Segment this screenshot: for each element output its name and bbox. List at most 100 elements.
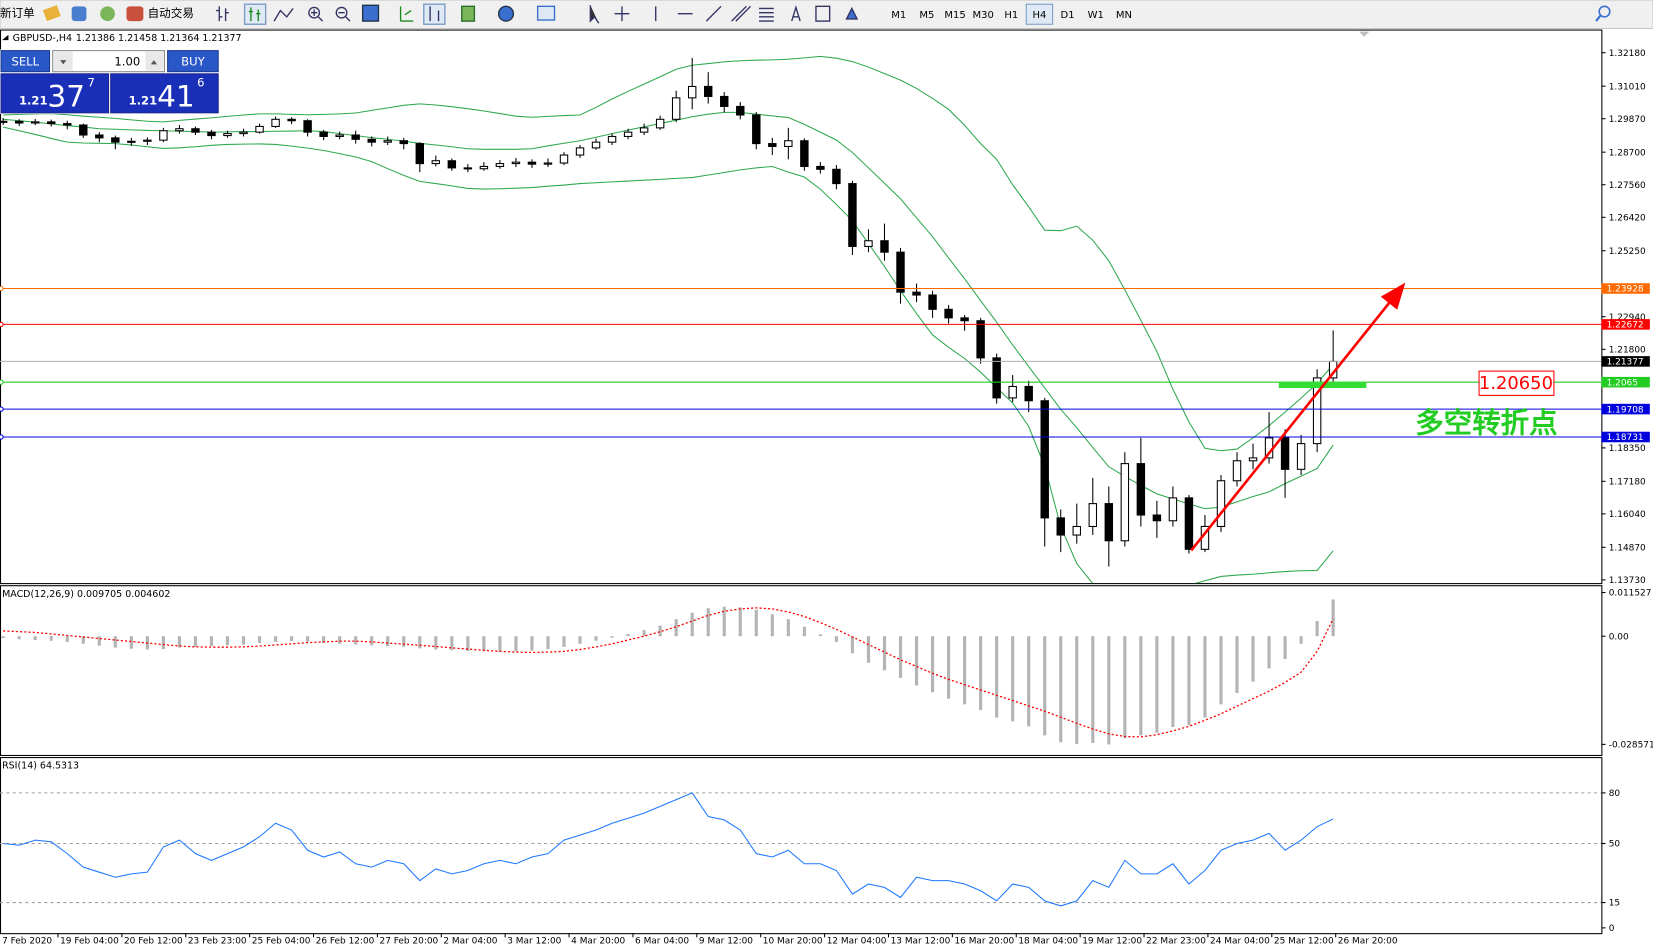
icon[interactable] — [791, 5, 801, 22]
candle-body — [1232, 460, 1242, 482]
icon[interactable] — [100, 6, 115, 22]
icon[interactable] — [497, 5, 515, 22]
level-label-bg — [1601, 403, 1650, 415]
level-label: 1.23928 — [1607, 285, 1644, 295]
macd-bar — [1331, 599, 1335, 637]
y-tick-label: 1.29870 — [1609, 115, 1646, 125]
candle-body — [768, 143, 777, 147]
macd-bar — [1155, 636, 1159, 733]
bid-pip: 7 — [87, 75, 94, 89]
macd-bar — [866, 636, 871, 663]
ask-box[interactable] — [110, 73, 219, 114]
sell-button[interactable] — [0, 50, 51, 73]
icon[interactable] — [461, 5, 476, 22]
macd-bar — [754, 609, 758, 637]
macd-bar — [882, 636, 887, 671]
icon[interactable] — [273, 8, 294, 22]
timeframe-button[interactable]: M5 — [919, 10, 934, 21]
candle-body — [111, 137, 120, 143]
timeframe-button[interactable]: MN — [1116, 10, 1132, 21]
candle-body — [1168, 497, 1178, 522]
icon[interactable] — [845, 6, 859, 20]
icon[interactable] — [216, 6, 229, 22]
icon[interactable] — [423, 3, 446, 25]
macd-bar — [354, 636, 358, 645]
timeframe-button[interactable]: W1 — [1088, 10, 1104, 21]
icon[interactable] — [589, 5, 600, 24]
candle-body — [287, 118, 296, 122]
timeframe-button[interactable]: H4 — [1033, 10, 1047, 21]
timeframe-button[interactable]: H1 — [1004, 10, 1018, 21]
candle-body — [367, 138, 376, 143]
macd-panel-frame — [0, 585, 1603, 756]
macd-bar — [770, 614, 774, 637]
icon[interactable] — [815, 5, 831, 22]
icon[interactable] — [399, 6, 414, 22]
ask-main: 41 — [157, 79, 195, 113]
bid-box[interactable] — [0, 73, 110, 114]
x-tick-label: 16 Mar 20:00 — [954, 937, 1014, 947]
candle-body — [1312, 377, 1322, 445]
new-order-button[interactable]: 新订单 — [0, 6, 35, 20]
candle-body — [79, 124, 88, 136]
macd-bar — [338, 636, 342, 644]
macd-bar — [1251, 636, 1255, 682]
timeframe-button[interactable]: M30 — [972, 10, 993, 21]
icon[interactable] — [705, 5, 722, 22]
macd-bar — [17, 636, 21, 640]
icon[interactable] — [429, 6, 440, 22]
y-tick-label: 15 — [1609, 899, 1620, 909]
timeframe-button[interactable]: M15 — [944, 10, 965, 21]
ask-pip: 6 — [197, 75, 204, 89]
icon[interactable] — [308, 6, 321, 19]
timeframe-button[interactable]: M1 — [891, 10, 906, 21]
candle-body — [1008, 385, 1017, 399]
level-anchor — [0, 321, 4, 328]
macd-bar — [1219, 636, 1223, 705]
candle-body — [559, 154, 569, 164]
macd-bar — [658, 625, 662, 637]
icon[interactable] — [310, 9, 324, 22]
icon[interactable] — [361, 4, 380, 22]
icon[interactable] — [731, 5, 752, 22]
current-price-bg — [1601, 356, 1650, 367]
icon[interactable] — [759, 7, 774, 22]
sell-label: SELL — [12, 54, 40, 68]
lot-input[interactable] — [52, 50, 165, 73]
level-label: 1.18731 — [1607, 433, 1644, 443]
macd-bar — [594, 636, 598, 641]
icon[interactable] — [126, 6, 144, 22]
candle-body — [335, 134, 344, 137]
macd-bar — [722, 606, 726, 637]
lot-value: 1.00 — [114, 54, 140, 68]
candle-body — [736, 105, 745, 116]
icon[interactable] — [248, 7, 261, 22]
icon[interactable] — [335, 6, 348, 19]
icon[interactable] — [614, 6, 630, 22]
icon[interactable] — [338, 11, 351, 22]
candle-body — [1248, 457, 1258, 462]
macd-bar — [33, 636, 37, 640]
toolbar-bg — [0, 0, 1653, 29]
macd-bar — [1011, 636, 1015, 722]
auto-trading-button[interactable]: 自动交易 — [148, 6, 194, 20]
y-tick-label: 1.18350 — [1609, 444, 1646, 454]
chart-bg — [0, 29, 1653, 950]
icon[interactable] — [71, 6, 87, 22]
icon[interactable] — [536, 5, 556, 21]
macd-bar — [241, 636, 246, 645]
candle-body — [976, 320, 985, 359]
macd-bar — [1315, 621, 1319, 637]
macd-bar — [626, 633, 630, 637]
candle-body — [63, 123, 72, 126]
trade-panel: SELL 1.00 BUY 1.21 37 7 1.21 41 6 — [0, 49, 220, 114]
timeframe-button[interactable]: D1 — [1061, 10, 1075, 21]
candle-body — [527, 161, 537, 165]
icon[interactable] — [243, 3, 267, 25]
y-tick-label: 0 — [1609, 924, 1615, 934]
icon[interactable] — [42, 5, 61, 22]
buy-button[interactable] — [167, 50, 219, 73]
macd-bar — [1043, 636, 1047, 736]
search-icon[interactable] — [1598, 5, 1611, 18]
